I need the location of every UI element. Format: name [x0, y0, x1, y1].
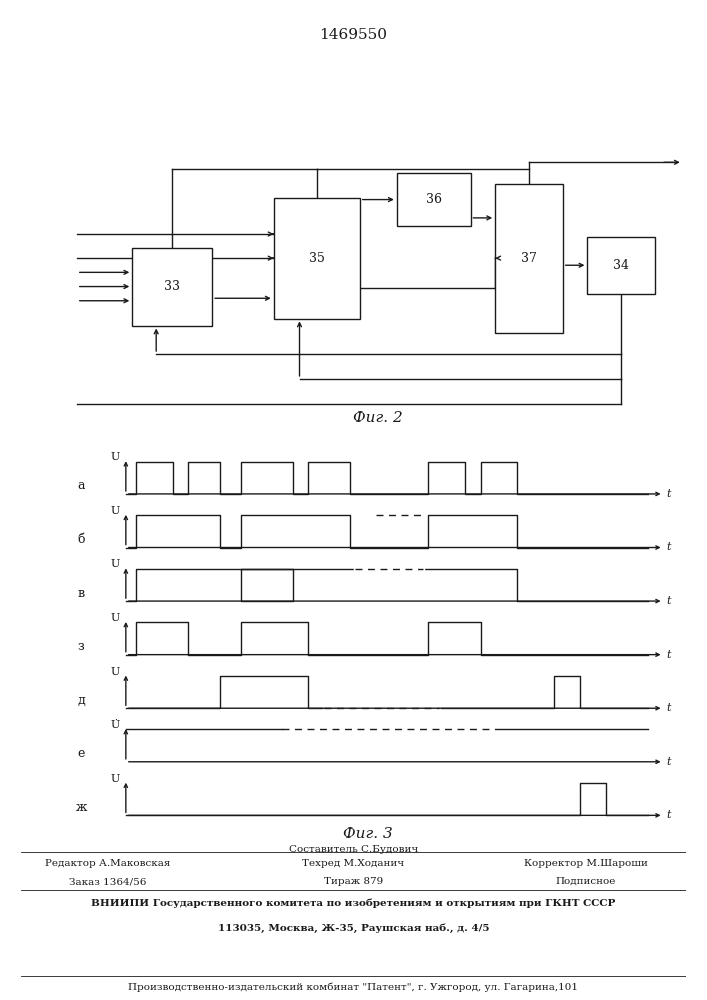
Bar — [588, 237, 655, 294]
Text: U: U — [110, 613, 119, 623]
Text: U: U — [110, 774, 119, 784]
Text: а: а — [78, 479, 85, 492]
Text: з: з — [78, 640, 85, 653]
Text: д: д — [78, 694, 85, 707]
Bar — [397, 173, 470, 226]
Text: в: в — [78, 587, 85, 600]
Text: е: е — [78, 747, 85, 760]
Text: 36: 36 — [426, 193, 442, 206]
Text: t: t — [667, 650, 671, 660]
Text: t: t — [667, 757, 671, 767]
Text: 34: 34 — [613, 259, 629, 272]
Text: t: t — [667, 596, 671, 606]
Text: ж: ж — [76, 801, 87, 814]
Text: t: t — [667, 489, 671, 499]
Bar — [132, 247, 212, 326]
Text: ВНИИПИ Государственного комитета по изобретениям и открытиям при ГКНТ СССР: ВНИИПИ Государственного комитета по изоб… — [91, 899, 616, 908]
Text: 113035, Москва, Ж-35, Раушская наб., д. 4/5: 113035, Москва, Ж-35, Раушская наб., д. … — [218, 924, 489, 933]
Text: 1469550: 1469550 — [320, 28, 387, 42]
Text: 37: 37 — [521, 252, 537, 265]
Text: Фиг. 3: Фиг. 3 — [343, 827, 392, 841]
Text: Техред М.Ходанич: Техред М.Ходанич — [303, 859, 404, 868]
Text: Корректор М.Шароши: Корректор М.Шароши — [524, 859, 648, 868]
Text: U: U — [110, 559, 119, 569]
Text: 35: 35 — [309, 252, 325, 265]
Text: б: б — [78, 533, 85, 546]
Text: Составитель С.Будович: Составитель С.Будович — [289, 845, 418, 854]
Text: Производственно-издательский комбинат "Патент", г. Ужгород, ул. Гагарина,101: Производственно-издательский комбинат "П… — [129, 983, 578, 992]
Text: 33: 33 — [164, 280, 180, 293]
Text: Подписное: Подписное — [556, 877, 617, 886]
Text: Редактор А.Маковская: Редактор А.Маковская — [45, 859, 170, 868]
Bar — [495, 184, 563, 333]
Text: U: U — [110, 667, 119, 677]
Text: t: t — [667, 703, 671, 713]
Text: U: U — [110, 506, 119, 516]
Text: U̇: U̇ — [110, 720, 119, 730]
Text: t: t — [667, 810, 671, 820]
Text: Фиг. 2: Фиг. 2 — [354, 411, 403, 425]
Bar — [274, 198, 360, 318]
Text: Заказ 1364/56: Заказ 1364/56 — [69, 877, 146, 886]
Text: t: t — [667, 542, 671, 552]
Text: U: U — [110, 452, 119, 462]
Text: Тираж 879: Тираж 879 — [324, 877, 383, 886]
